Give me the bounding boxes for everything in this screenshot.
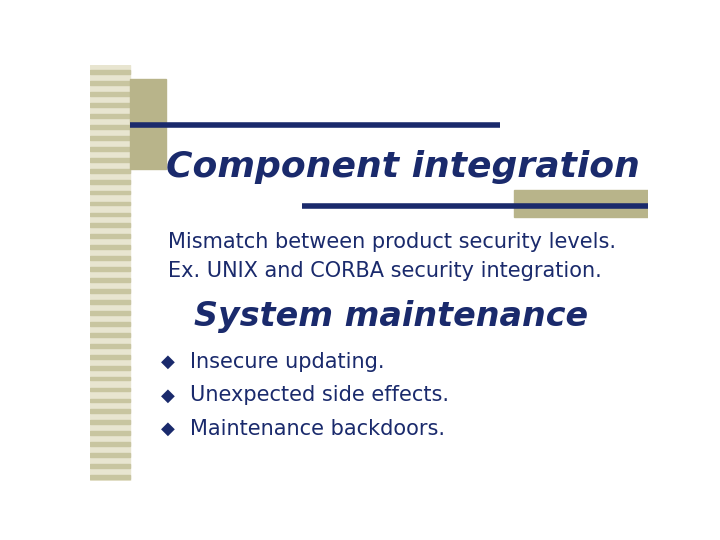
Bar [90, 431, 130, 435]
Bar [90, 158, 130, 161]
Bar [90, 355, 130, 359]
Bar [90, 136, 130, 140]
Bar [90, 245, 130, 249]
Bar [90, 191, 130, 194]
Bar [90, 267, 130, 271]
Bar [90, 65, 130, 481]
Bar [90, 344, 130, 348]
Bar [90, 453, 130, 457]
Text: Maintenance backdoors.: Maintenance backdoors. [190, 418, 446, 438]
Bar [90, 114, 130, 118]
Bar [90, 81, 130, 85]
Text: Component integration: Component integration [166, 150, 639, 184]
Bar [90, 70, 130, 74]
Bar [130, 79, 166, 168]
Text: ◆: ◆ [161, 386, 175, 404]
Bar [90, 234, 130, 238]
Bar [90, 464, 130, 468]
Bar [90, 300, 130, 304]
Bar [90, 147, 130, 151]
Bar [90, 388, 130, 392]
Bar [90, 377, 130, 381]
Text: ◆: ◆ [161, 420, 175, 437]
Text: Unexpected side effects.: Unexpected side effects. [190, 386, 449, 406]
Bar [90, 92, 130, 96]
Bar [90, 180, 130, 184]
Bar [90, 366, 130, 369]
Text: Mismatch between product security levels.: Mismatch between product security levels… [168, 232, 616, 252]
Bar [90, 475, 130, 479]
Bar [90, 442, 130, 446]
Bar [90, 224, 130, 227]
Bar [90, 409, 130, 413]
Bar [90, 125, 130, 129]
Bar [90, 333, 130, 337]
Text: ◆: ◆ [161, 353, 175, 371]
Bar [90, 421, 130, 424]
Bar [90, 256, 130, 260]
Bar [90, 278, 130, 282]
Bar [90, 311, 130, 315]
Bar [514, 190, 648, 217]
Bar [90, 322, 130, 326]
Text: Ex. UNIX and CORBA security integration.: Ex. UNIX and CORBA security integration. [168, 261, 602, 281]
Bar [90, 169, 130, 173]
Bar [90, 213, 130, 217]
Bar [90, 289, 130, 293]
Text: Insecure updating.: Insecure updating. [190, 352, 385, 372]
Bar [90, 201, 130, 205]
Bar [90, 399, 130, 402]
Bar [90, 103, 130, 107]
Text: System maintenance: System maintenance [194, 300, 588, 333]
